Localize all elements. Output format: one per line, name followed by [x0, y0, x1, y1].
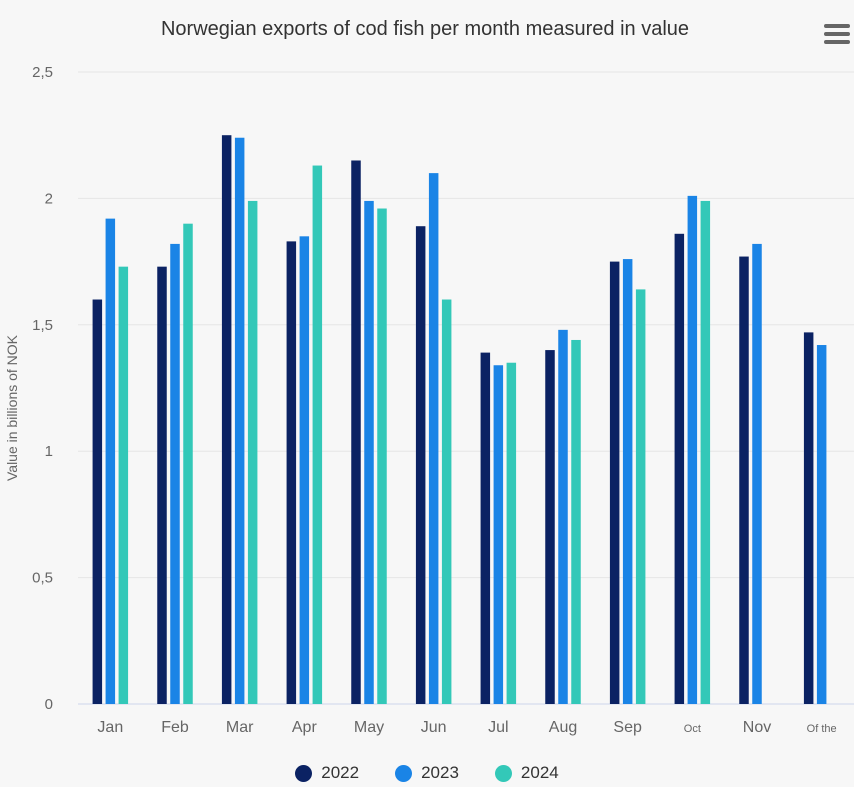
- legend-item-2024[interactable]: 2024: [494, 763, 559, 783]
- bar-2023-feb[interactable]: [170, 243, 180, 705]
- bar-2023-apr[interactable]: [299, 236, 310, 704]
- bar-2022-nov[interactable]: [739, 256, 749, 704]
- bar-2023-jul[interactable]: [493, 365, 504, 704]
- bar-2023-oct[interactable]: [687, 195, 698, 704]
- y-axis-title: Value in billions of NOK: [4, 334, 20, 481]
- bar-2023-jun[interactable]: [428, 173, 439, 704]
- legend-item-2023[interactable]: 2023: [395, 763, 459, 783]
- y-tick-label: 0: [45, 696, 53, 713]
- x-tick-label: Apr: [292, 719, 318, 736]
- bar-2024-aug[interactable]: [571, 339, 581, 704]
- x-tick-label: Jul: [488, 719, 508, 736]
- bar-2024-apr[interactable]: [312, 165, 323, 704]
- bar-2023-mar[interactable]: [234, 137, 245, 704]
- bar-2022-sep[interactable]: [609, 261, 620, 704]
- hamburger-menu-icon[interactable]: [824, 24, 850, 46]
- chart-title: Norwegian exports of cod fish per month …: [160, 18, 690, 40]
- bar-2022-jan[interactable]: [92, 299, 103, 704]
- bar-2024-jan[interactable]: [118, 266, 129, 704]
- bar-2022-jul[interactable]: [480, 352, 491, 704]
- bar-2022-aug[interactable]: [545, 350, 555, 704]
- x-tick-label: Sep: [613, 719, 642, 736]
- bar-2023-of-the[interactable]: [816, 345, 827, 704]
- bar-2022-jun[interactable]: [415, 226, 426, 704]
- bar-2024-oct[interactable]: [700, 200, 711, 705]
- bar-2024-may[interactable]: [377, 208, 387, 704]
- bar-2024-mar[interactable]: [247, 200, 258, 705]
- bar-2023-jan[interactable]: [105, 218, 116, 704]
- x-tick-label: Of the: [807, 723, 837, 735]
- bar-2022-mar[interactable]: [221, 135, 232, 704]
- x-tick-label: Nov: [743, 719, 771, 736]
- bar-2022-apr[interactable]: [286, 241, 297, 704]
- legend-swatch: [494, 764, 512, 782]
- x-tick-label: Feb: [161, 719, 189, 736]
- legend: 2022 2023 2024: [0, 760, 854, 786]
- bar-2023-may[interactable]: [364, 200, 374, 705]
- bar-2024-sep[interactable]: [635, 289, 646, 704]
- x-tick-label: Mar: [226, 719, 254, 736]
- legend-label: 2022: [321, 763, 360, 782]
- bar-2023-sep[interactable]: [622, 259, 633, 704]
- bar-2022-may[interactable]: [351, 160, 361, 705]
- bar-2022-of-the[interactable]: [803, 332, 814, 704]
- x-tick-label: May: [354, 719, 384, 736]
- bar-2023-nov[interactable]: [752, 243, 762, 705]
- bar-2022-feb[interactable]: [157, 266, 167, 704]
- legend-label: 2024: [520, 763, 559, 782]
- y-tick-label: 2,5: [32, 64, 53, 81]
- legend-swatch: [295, 764, 313, 782]
- legend-item-2022[interactable]: 2022: [295, 763, 359, 783]
- bar-2022-oct[interactable]: [674, 233, 685, 705]
- y-tick-label: 0,5: [32, 570, 53, 587]
- legend-swatch: [395, 764, 413, 782]
- y-tick-label: 2: [45, 190, 53, 207]
- y-tick-label: 1,5: [32, 317, 53, 334]
- bar-2023-aug[interactable]: [558, 329, 568, 704]
- x-tick-label: Oct: [684, 723, 701, 735]
- plot-area: 0 0,5 1 1,5 2 2,5 Value in billions of NOK Jan F…: [4, 64, 854, 736]
- x-tick-label: Jun: [421, 719, 447, 736]
- legend-label: 2023: [421, 763, 459, 782]
- x-tick-label: Jan: [97, 719, 123, 736]
- bar-2024-jul[interactable]: [506, 362, 517, 704]
- x-tick-label: Aug: [549, 719, 577, 736]
- y-tick-label: 1: [45, 443, 53, 460]
- bar-2024-feb[interactable]: [183, 223, 193, 704]
- bar-2024-jun[interactable]: [441, 299, 452, 704]
